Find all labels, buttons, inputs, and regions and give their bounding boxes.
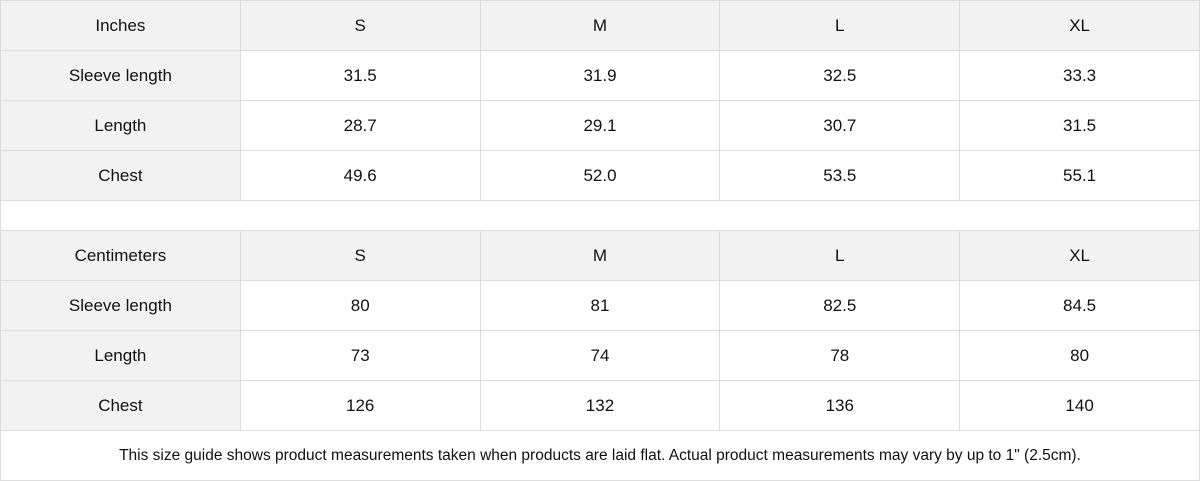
row-label: Length — [0, 100, 241, 151]
unit-header: Centimeters — [0, 230, 241, 281]
measurement-cell: 49.6 — [239, 150, 481, 201]
unit-header: Inches — [0, 0, 241, 51]
measurement-cell: 31.9 — [479, 50, 721, 101]
row-label: Sleeve length — [0, 280, 241, 331]
measurement-cell: 73 — [239, 330, 481, 381]
measurement-cell: 33.3 — [959, 50, 1200, 101]
measurement-cell: 53.5 — [719, 150, 961, 201]
row-label: Chest — [0, 380, 241, 431]
row-label: Length — [0, 330, 241, 381]
measurement-cell: 82.5 — [719, 280, 961, 331]
size-header: L — [719, 230, 961, 281]
size-header: M — [479, 0, 721, 51]
measurement-cell: 31.5 — [239, 50, 481, 101]
size-header: S — [239, 0, 481, 51]
table-row: Length 73 74 78 80 — [0, 330, 1200, 381]
size-header: L — [719, 0, 961, 51]
measurement-cell: 31.5 — [959, 100, 1200, 151]
measurement-cell: 74 — [479, 330, 721, 381]
size-header: S — [239, 230, 481, 281]
measurement-cell: 136 — [719, 380, 961, 431]
table-row: Length 28.7 29.1 30.7 31.5 — [0, 100, 1200, 151]
measurement-cell: 29.1 — [479, 100, 721, 151]
measurement-cell: 30.7 — [719, 100, 961, 151]
size-header: XL — [959, 0, 1200, 51]
measurement-cell: 84.5 — [959, 280, 1200, 331]
spacer-row — [0, 200, 1200, 231]
measurement-cell: 55.1 — [959, 150, 1200, 201]
measurement-cell: 80 — [959, 330, 1200, 381]
table-row: Sleeve length 31.5 31.9 32.5 33.3 — [0, 50, 1200, 101]
size-guide-note: This size guide shows product measuremen… — [0, 430, 1200, 481]
measurement-cell: 126 — [239, 380, 481, 431]
table-row: Chest 126 132 136 140 — [0, 380, 1200, 431]
size-header: XL — [959, 230, 1200, 281]
measurement-cell: 28.7 — [239, 100, 481, 151]
measurement-cell: 80 — [239, 280, 481, 331]
measurement-cell: 52.0 — [479, 150, 721, 201]
size-header: M — [479, 230, 721, 281]
note-row: This size guide shows product measuremen… — [0, 430, 1200, 481]
row-label: Chest — [0, 150, 241, 201]
header-row: Centimeters S M L XL — [0, 230, 1200, 281]
measurement-cell: 81 — [479, 280, 721, 331]
spacer-cell — [0, 200, 1200, 231]
row-label: Sleeve length — [0, 50, 241, 101]
table-row: Sleeve length 80 81 82.5 84.5 — [0, 280, 1200, 331]
table-row: Chest 49.6 52.0 53.5 55.1 — [0, 150, 1200, 201]
measurement-cell: 32.5 — [719, 50, 961, 101]
measurement-cell: 132 — [479, 380, 721, 431]
measurement-cell: 140 — [959, 380, 1200, 431]
header-row: Inches S M L XL — [0, 0, 1200, 51]
measurement-cell: 78 — [719, 330, 961, 381]
